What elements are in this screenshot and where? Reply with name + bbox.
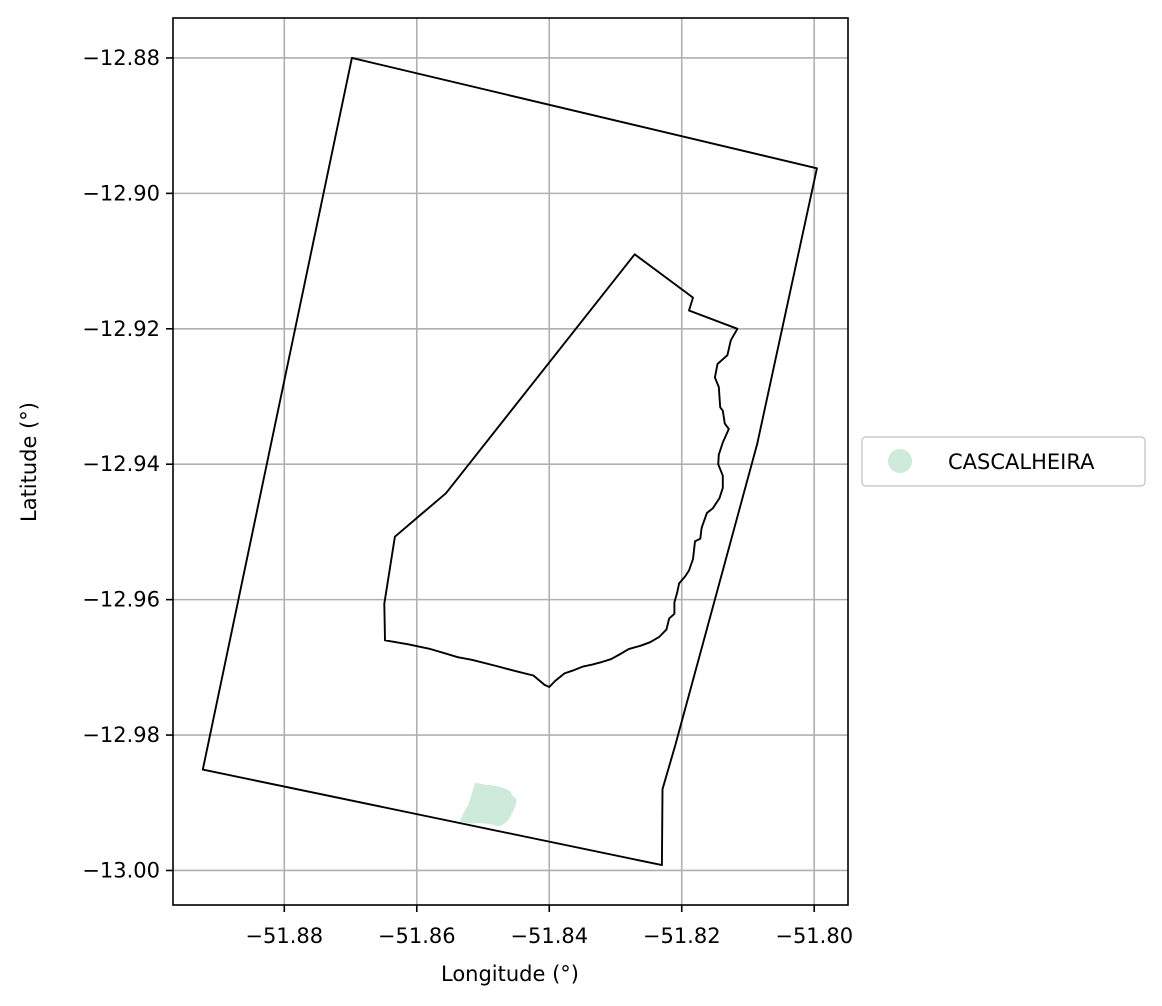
inner-boundary — [383, 253, 739, 688]
x-axis-ticks: −51.88 −51.86 −51.84 −51.82 −51.80 — [245, 905, 853, 948]
x-tick-label: −51.88 — [245, 924, 323, 948]
legend: CASCALHEIRA — [861, 436, 1146, 487]
legend-label-cascalheira: CASCALHEIRA — [948, 450, 1095, 474]
area-cascalheira — [459, 782, 517, 827]
plot-frame — [172, 17, 849, 906]
grid — [173, 18, 848, 905]
y-tick-label: −12.88 — [82, 46, 160, 70]
x-tick-label: −51.86 — [378, 924, 456, 948]
y-tick-label: −12.98 — [82, 723, 160, 747]
legend-marker-cascalheira — [888, 449, 912, 473]
y-axis-ticks: −12.88 −12.90 −12.92 −12.94 −12.96 −12.98 −13.… — [82, 46, 173, 882]
legend-box — [861, 436, 1146, 487]
y-axis-label: Latitude (°) — [17, 402, 41, 522]
y-tick-label: −12.94 — [82, 452, 160, 476]
y-tick-label: −13.00 — [82, 858, 160, 882]
x-tick-label: −51.84 — [510, 924, 588, 948]
x-axis-label: Longitude (°) — [441, 962, 579, 986]
outer-boundary — [201, 56, 818, 867]
x-tick-label: −51.80 — [775, 924, 853, 948]
map-shapes — [201, 56, 818, 867]
y-tick-label: −12.90 — [82, 181, 160, 205]
y-tick-label: −12.96 — [82, 588, 160, 612]
x-tick-label: −51.82 — [643, 924, 721, 948]
y-tick-label: −12.92 — [82, 317, 160, 341]
